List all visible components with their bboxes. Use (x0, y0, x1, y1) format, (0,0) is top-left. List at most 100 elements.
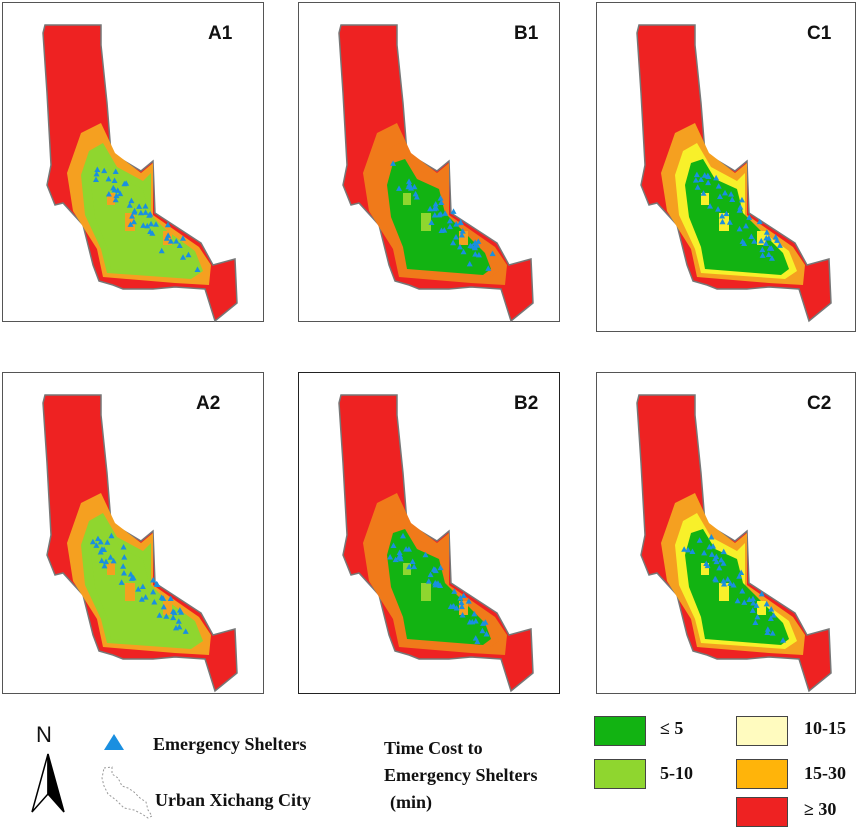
shelter-marker (105, 190, 112, 197)
shelter-marker (736, 573, 743, 579)
map-c1 (636, 24, 832, 323)
shelter-marker (474, 638, 481, 645)
shelter-marker (108, 532, 115, 539)
shelter-marker (178, 609, 185, 615)
map-b2 (338, 394, 534, 693)
zone-patch (403, 193, 411, 205)
shelter-marker (770, 612, 777, 618)
shelter-marker (458, 599, 465, 606)
legend-label-10to15: 10-15 (804, 718, 846, 738)
shelter-marker (447, 603, 454, 610)
map-layer-a2 (42, 394, 238, 693)
zone-patch (107, 563, 115, 575)
shelter-marker (104, 539, 111, 545)
map-panel-c2: C2 (596, 372, 856, 694)
shelter-marker (144, 222, 151, 229)
shelter-marker (753, 602, 760, 608)
shelter-marker (446, 223, 453, 230)
panel-label-a1: A1 (208, 23, 233, 44)
shelter-marker (466, 260, 473, 267)
shelter-marker (98, 546, 105, 552)
shelter-marker (397, 555, 404, 562)
shelter-marker (746, 214, 753, 220)
shelter-marker (774, 237, 781, 243)
shelter-marker (432, 567, 439, 574)
shelter-marker (723, 210, 730, 217)
shelter-marker (768, 255, 775, 261)
shelter-marker (763, 229, 770, 235)
shelter-marker (437, 211, 444, 217)
legend-swatch-10to15 (736, 716, 788, 746)
shelter-marker (465, 598, 472, 604)
shelter-marker (411, 563, 418, 570)
shelter-marker (136, 203, 143, 209)
shelter-marker (716, 564, 723, 571)
shelter-marker (139, 583, 146, 589)
shelter-marker (118, 579, 125, 585)
shelter-marker (482, 619, 489, 625)
shelter-marker (151, 598, 158, 605)
legend-title-line1: Time Cost to (384, 738, 483, 758)
shelter-marker (392, 556, 399, 563)
map-layer-b2 (338, 394, 534, 693)
shelters-legend-label: Emergency Shelters (153, 734, 307, 754)
shelter-marker (171, 609, 178, 616)
shelter-marker (396, 549, 403, 556)
shelter-marker (411, 183, 418, 190)
shelter-marker (111, 177, 118, 184)
shelter-marker (117, 190, 124, 197)
legend-label-15to30: 15-30 (804, 763, 846, 783)
shelter-marker (705, 173, 712, 179)
zone-patch (107, 193, 115, 205)
panel-label-a2: A2 (196, 393, 221, 414)
shelter-marker (721, 581, 728, 587)
map-layer-a1 (42, 24, 238, 323)
shelter-marker (176, 623, 183, 630)
shelter-marker (457, 219, 464, 225)
shelter-marker (707, 203, 714, 209)
shelter-marker (98, 557, 105, 564)
shelter-marker (458, 231, 465, 238)
map-panel-b1: B1 (298, 2, 560, 323)
panel-label-c2: C2 (807, 393, 832, 414)
map-a2 (42, 394, 238, 693)
shelter-marker (397, 552, 404, 559)
zone-patch (701, 193, 709, 205)
zone-core (685, 159, 789, 275)
zone-patch (757, 601, 766, 615)
shelter-marker (390, 160, 397, 166)
shelter-marker (127, 571, 134, 577)
shelter-marker (408, 185, 415, 191)
shelter-marker (101, 562, 108, 569)
shelter-marker (180, 254, 187, 260)
shelter-marker (173, 238, 180, 244)
shelter-marker (469, 243, 476, 249)
map-layer-b1 (338, 24, 534, 323)
map-layer-c2 (636, 394, 832, 693)
shelter-marker (741, 240, 748, 246)
zone-patch (125, 213, 135, 231)
shelter-marker (758, 237, 765, 244)
shelter-marker (176, 242, 183, 248)
shelter-marker (126, 202, 133, 208)
shelter-marker (103, 558, 110, 565)
shelter-marker (719, 213, 726, 219)
shelter-marker (428, 219, 435, 226)
shelter-marker (432, 201, 439, 207)
shelter-marker (701, 549, 708, 556)
shelter-marker (120, 569, 127, 576)
shelter-marker (730, 581, 737, 588)
shelter-marker (759, 246, 766, 253)
map-b1 (338, 24, 534, 323)
shelter-marker (97, 538, 104, 545)
shelter-marker (107, 554, 114, 560)
panel-label-b2: B2 (514, 393, 539, 414)
shelter-marker (706, 543, 713, 550)
shelter-marker (179, 235, 186, 241)
shelter-marker (693, 171, 700, 178)
shelter-marker (160, 603, 167, 610)
shelter-marker (738, 196, 745, 203)
shelter-marker (451, 588, 458, 594)
shelter-marker (724, 576, 731, 582)
shelter-marker (734, 597, 741, 604)
